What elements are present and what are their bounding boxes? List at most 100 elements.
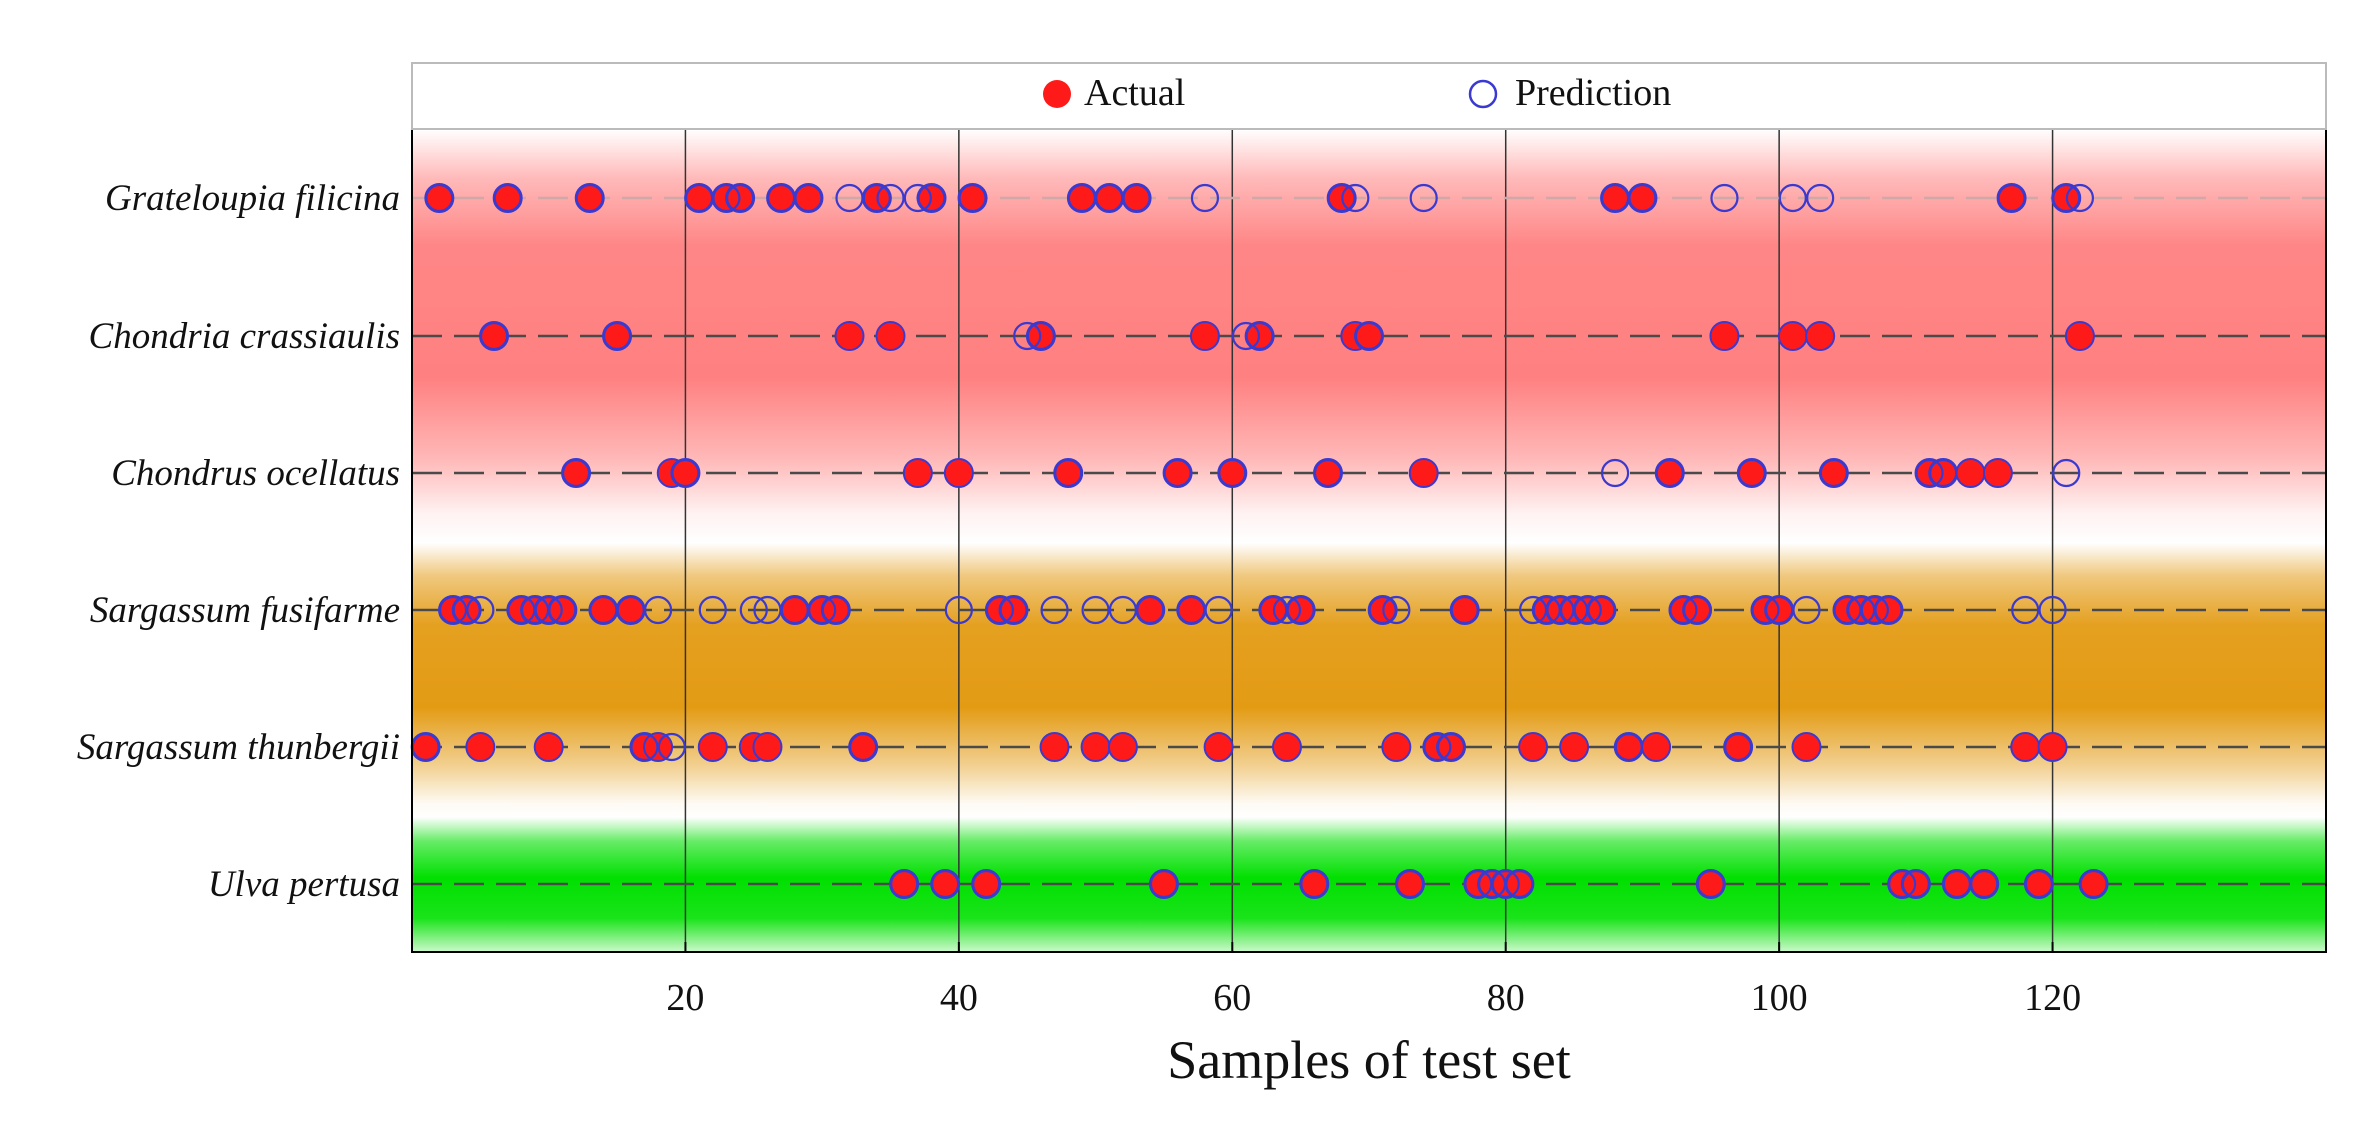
prediction-point — [1409, 183, 1438, 213]
prediction-point — [890, 869, 919, 899]
prediction-point — [1792, 595, 1821, 625]
prediction-point — [1929, 458, 1958, 488]
prediction-point — [657, 732, 686, 762]
prediction-point — [2052, 183, 2081, 213]
prediction-point — [726, 183, 755, 213]
actual-point — [1791, 732, 1822, 762]
prediction-series — [411, 183, 2108, 899]
prediction-point — [1970, 869, 1999, 899]
prediction-point — [767, 183, 796, 213]
actual-point — [1107, 732, 1138, 762]
y-tick-label: Grateloupia filicina — [105, 178, 400, 219]
prediction-point — [479, 321, 509, 351]
y-tick-label: Ulva pertusa — [208, 864, 400, 905]
prediction-point — [821, 595, 850, 625]
prediction-point — [1218, 458, 1247, 488]
prediction-point — [1013, 321, 1042, 351]
y-tick-label: Sargassum thunbergii — [77, 727, 400, 768]
actual-point — [1518, 732, 1549, 762]
prediction-point — [794, 183, 823, 213]
prediction-point — [849, 732, 878, 762]
actual-point — [1709, 321, 1740, 351]
prediction-point — [876, 183, 905, 213]
prediction-point — [2079, 869, 2108, 899]
prediction-point — [1806, 183, 1835, 213]
actual-point — [943, 458, 974, 488]
prediction-point — [1450, 595, 1479, 625]
prediction-point — [1655, 458, 1684, 488]
actual-point — [2064, 321, 2095, 351]
prediction-point — [1546, 595, 1575, 625]
actual-point — [1805, 321, 1836, 351]
x-tick-label: 120 — [2024, 977, 2081, 1019]
prediction-point — [1081, 595, 1110, 625]
prediction-point — [1327, 183, 1356, 213]
x-axis-ticks: 20 40 60 80 100 120 — [666, 942, 2081, 1019]
prediction-point — [780, 595, 809, 625]
prediction-point — [1559, 595, 1589, 625]
legend-box — [411, 62, 2327, 130]
y-tick-label: Chondria crassiaulis — [89, 316, 400, 357]
category-bands — [412, 129, 2326, 952]
prediction-point — [1464, 869, 1493, 899]
prediction-point — [1122, 183, 1151, 213]
orange-band — [412, 543, 2326, 817]
prediction-point — [1751, 595, 1780, 625]
prediction-point — [1354, 321, 1384, 351]
prediction-point — [1231, 321, 1261, 351]
actual-point — [1559, 732, 1590, 762]
prediction-point — [1040, 595, 1069, 625]
prediction-point — [835, 183, 864, 213]
prediction-point — [507, 595, 536, 625]
prediction-point — [698, 595, 727, 625]
prediction-point — [1136, 595, 1165, 625]
prediction-point — [589, 595, 618, 625]
prediction-point — [753, 595, 782, 625]
actual-point — [752, 732, 783, 762]
prediction-point — [1382, 595, 1411, 625]
prediction-point — [1532, 595, 1561, 625]
prediction-point — [1847, 595, 1876, 625]
prediction-point — [616, 595, 645, 625]
prediction-point — [1628, 183, 1657, 213]
prediction-point — [452, 595, 481, 625]
legend-prediction-marker — [1468, 79, 1498, 109]
y-axis-labels: Grateloupia filicina Chondria crassiaulis… — [77, 178, 400, 905]
vertical-gridlines — [684, 129, 2054, 952]
prediction-point — [1177, 595, 1206, 625]
actual-point — [1039, 732, 1070, 762]
prediction-point — [1573, 595, 1602, 625]
x-tick-label: 100 — [1751, 977, 1808, 1019]
prediction-point — [712, 183, 741, 213]
prediction-point — [1491, 869, 1520, 899]
actual-point — [875, 321, 906, 351]
prediction-point — [493, 183, 522, 213]
prediction-point — [1395, 869, 1425, 899]
prediction-point — [1600, 458, 1630, 488]
actual-point — [1203, 732, 1234, 762]
prediction-point — [1436, 732, 1466, 762]
actual-point — [1271, 732, 1302, 762]
actual-point — [834, 321, 865, 351]
prediction-point — [1095, 183, 1124, 213]
actual-point — [697, 732, 728, 762]
prediction-point — [1915, 458, 1944, 488]
prediction-point — [903, 183, 932, 213]
legend-actual-label: Actual — [1084, 72, 1185, 114]
legend-actual-marker — [1043, 80, 1071, 108]
x-tick-label: 20 — [666, 977, 704, 1019]
prediction-point — [1204, 595, 1233, 625]
actual-point — [902, 458, 933, 488]
actual-point — [1381, 732, 1412, 762]
prediction-point — [520, 595, 550, 625]
actual-point — [1641, 732, 1672, 762]
prediction-point — [1696, 869, 1725, 899]
prediction-point — [1765, 595, 1794, 625]
prediction-point — [1149, 869, 1179, 899]
actual-point — [1080, 732, 1111, 762]
y-tick-label: Chondrus ocellatus — [111, 453, 400, 494]
prediction-point — [1054, 458, 1083, 488]
prediction-point — [1724, 732, 1753, 762]
prediction-point — [2038, 595, 2067, 625]
